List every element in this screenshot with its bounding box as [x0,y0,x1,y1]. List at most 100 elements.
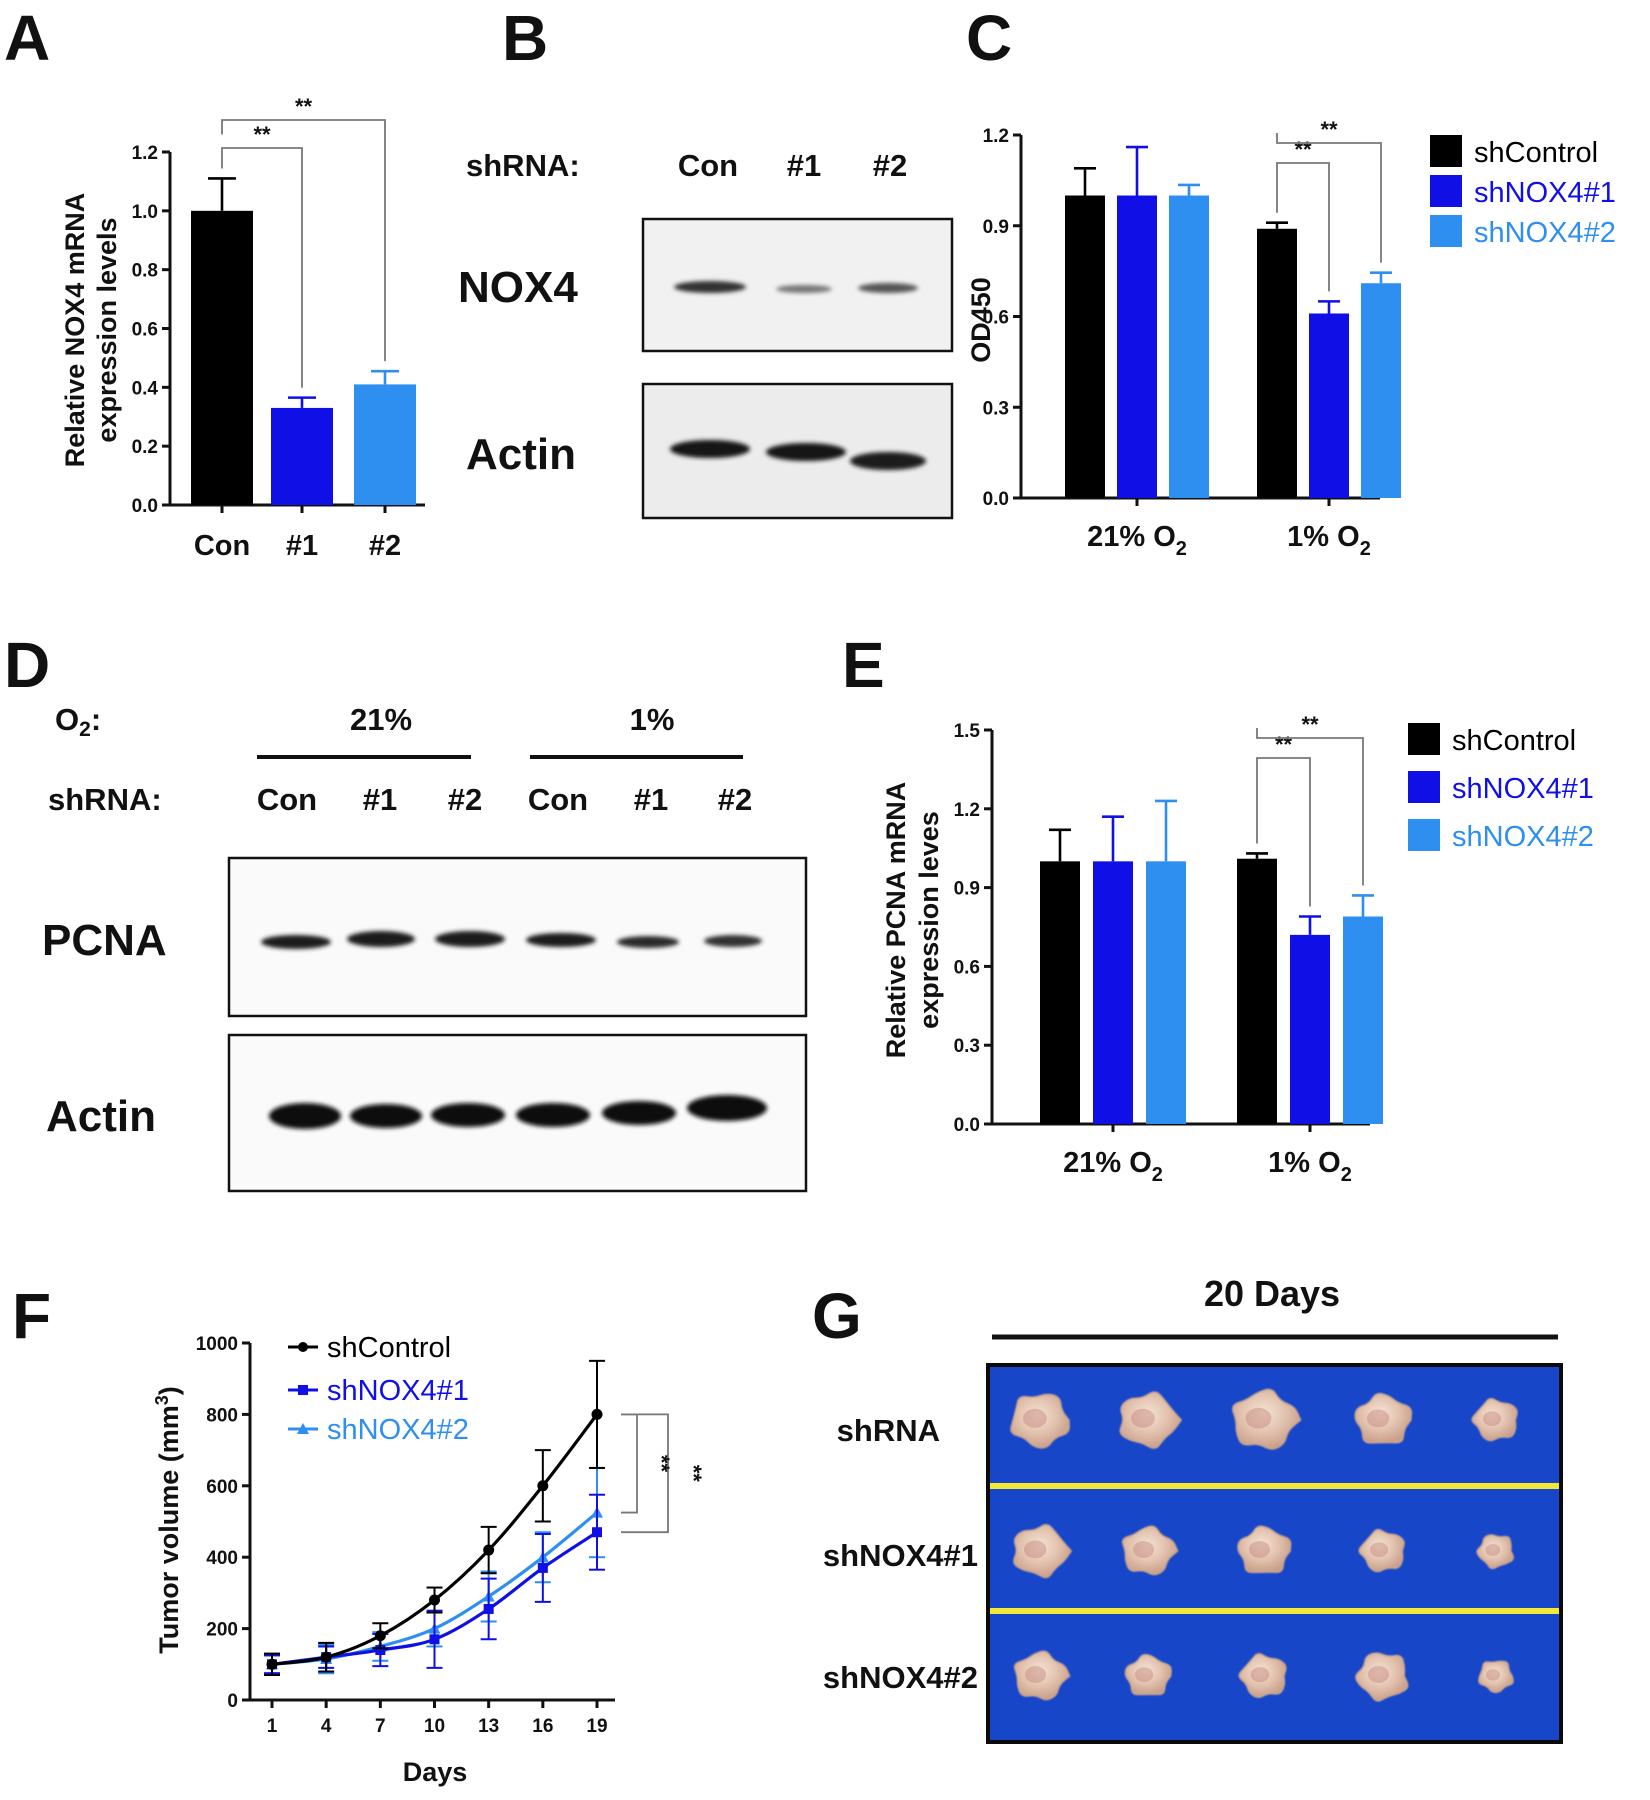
tumor-vessel [1486,1669,1500,1681]
legend-swatch [1430,175,1462,207]
y-axis-label-text-end: ) [154,1386,184,1395]
y-axis-label-superscript: 3 [152,1395,172,1405]
x-tick-label: 7 [375,1716,386,1737]
blot-d-band [347,931,415,947]
y-axis-label: Relative PCNA mRNA expression leves [881,782,944,1059]
tumor [1013,1524,1073,1579]
data-point [374,1630,386,1642]
x-tick-label: 1% O2 [1287,521,1371,560]
data-point [592,1527,602,1538]
blot-b-band [776,285,832,293]
bar-shnox4-1 [1290,934,1330,1124]
blot-b-shrna-label: shRNA: [466,148,580,183]
legend-swatch [1408,723,1440,755]
significance-label: ** [649,1455,674,1473]
legend-swatch [1430,135,1462,167]
blot-d-o2-label: O2: [55,702,101,741]
tumor-vessel [1023,1408,1047,1428]
y-tick-label: 200 [206,1620,238,1641]
y-tick-label: 0.9 [983,217,1009,238]
bar-shnox4-2 [1169,195,1209,498]
blot-b-band [670,440,750,458]
significance-bracket [1256,757,1311,907]
x-tick-label-subscript: 2 [1360,538,1371,560]
data-point [483,1603,494,1614]
tumor [1237,1525,1292,1574]
blot-b-lane-2: #1 [787,148,821,183]
blot-d-band [435,931,505,947]
significance-bracket [1256,728,1364,886]
data-point [537,1480,549,1492]
significance-bracket [621,1413,669,1534]
y-axis-label-line: expression leves [914,811,944,1029]
y-tick-label: 0.6 [954,957,980,978]
y-tick-label: 0.3 [983,398,1009,419]
tumor [1124,1653,1172,1696]
y-tick-label: 0.9 [954,879,980,900]
y-tick-label: 0.0 [983,489,1009,510]
bar-shnox4-2 [1343,916,1383,1124]
tumor-vessel [1370,1542,1389,1557]
photo-g: 20 Days shRNA shNOX4#1 shNOX4#2 [823,1273,1563,1744]
blot-b-row-nox4: NOX4 [458,263,578,312]
y-tick-label: 0.6 [983,308,1009,329]
x-tick-label-text: 21% O [1087,521,1176,553]
tumor [1121,1525,1179,1576]
y-tick-label: 0.8 [132,261,158,282]
y-axis-label-text: Tumor volume (mm [154,1405,184,1654]
photo-g-row-shnox4-2: shNOX4#2 [823,1660,978,1695]
tumor [1476,1534,1514,1570]
legend-swatch [1408,771,1440,803]
y-tick-label: 800 [206,1405,238,1426]
chart-f: 0 200 400 600 800 1000 1 4 7 10 13 16 19 Days Tumor vo… [152,1332,706,1787]
blot-d-band [526,933,596,947]
significance-label: ** [681,1465,706,1483]
x-tick-label: 19 [586,1716,607,1737]
y-tick-label: 600 [206,1477,238,1498]
tumor [1238,1653,1287,1699]
legend-label: shNOX4#1 [1474,177,1616,209]
blot-d-row-actin: Actin [46,1092,156,1141]
y-axis-label: OD450 [966,277,996,363]
significance-label: ** [1275,732,1293,757]
panel-label-c: C [966,2,1012,74]
blot-b-band [850,452,926,470]
significance-label: ** [1320,117,1338,142]
tumor-vessel [1025,1666,1046,1683]
tumor [1013,1650,1071,1701]
tumor-vessel [1250,1667,1270,1683]
data-point [591,1408,603,1420]
blot-d-lane-5: #1 [634,782,668,817]
x-tick-label: 10 [424,1716,445,1737]
significance-bracket [221,147,303,388]
tumor [1478,1660,1514,1694]
significance-bracket [1276,133,1382,263]
data-point [266,1658,278,1670]
x-tick-label: 16 [532,1716,553,1737]
significance-label: ** [295,94,313,119]
y-axis-label-line: expression levels [92,217,122,442]
y-tick-label: 0 [227,1691,238,1712]
tumor [1358,1528,1405,1573]
legend-label: shNOX4#2 [1474,217,1616,249]
legend-label: shControl [1452,725,1576,757]
blot-d-lane-3: #2 [448,782,482,817]
tumor [1471,1397,1518,1442]
legend-label: shNOX4#1 [327,1375,469,1407]
blot-d-lane-6: #2 [718,782,752,817]
bar-shnox4-2 [1361,283,1401,498]
data-point [429,1594,440,1606]
tumor-vessel [1245,1407,1272,1429]
bar-shnox4-2 [1146,861,1186,1124]
y-tick-label: 0.4 [132,378,159,399]
bar-shnox4-1 [1309,313,1349,498]
bar-shcontrol [1040,861,1080,1124]
y-axis-label: Relative NOX4 mRNAexpression levels [60,193,122,468]
significance-bracket [621,1413,638,1514]
x-tick-label-text: 21% O [1063,1147,1152,1179]
tumor-vessel [1249,1541,1270,1558]
y-tick-label: 0.6 [132,320,158,341]
chart-a: 0.0 0.2 0.4 0.6 0.8 1.0 1.2 Con #1 #2 ** ** Relative… [60,94,425,562]
tumor-vessel [1023,1540,1047,1559]
